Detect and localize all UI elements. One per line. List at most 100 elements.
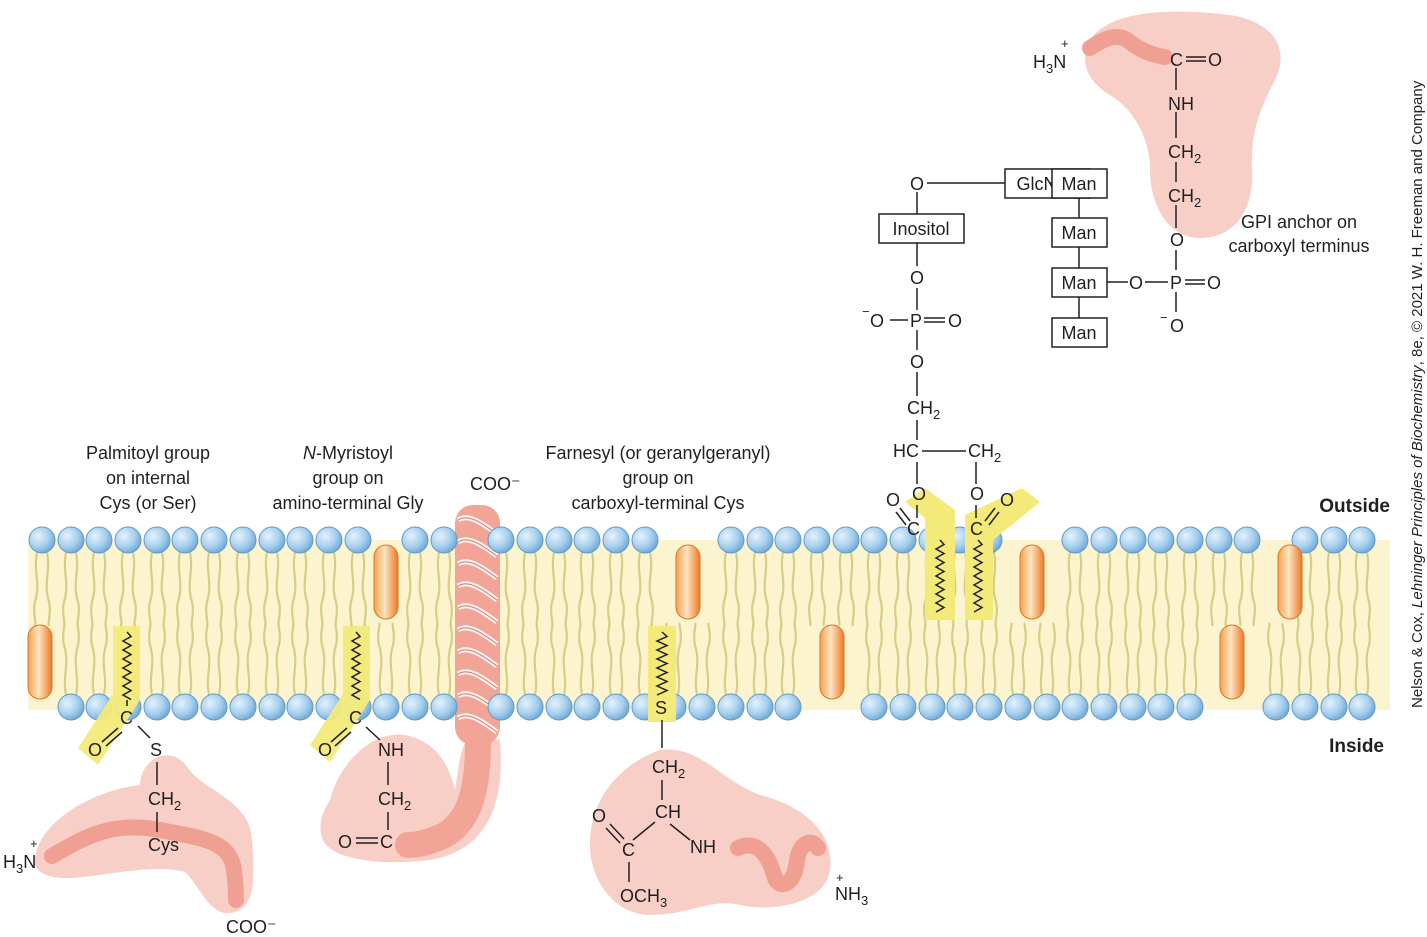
- tail-bottom: [102, 622, 109, 696]
- tail-top: [319, 551, 326, 627]
- svg-text:on internal: on internal: [106, 468, 190, 488]
- palmitoyl-o: O: [88, 740, 102, 760]
- tail-bottom: [676, 622, 683, 696]
- inside-label: Inside: [1329, 736, 1384, 757]
- tail-bottom: [275, 622, 282, 696]
- tail-top: [332, 551, 339, 627]
- tail-top: [1164, 551, 1171, 627]
- tail-top: [1094, 551, 1101, 627]
- headgroup-bottom: [487, 693, 515, 721]
- tail-bottom: [160, 622, 167, 696]
- gpi-o-minus-2: O: [1170, 316, 1184, 336]
- tail-bottom: [147, 622, 154, 696]
- tail-top: [533, 551, 540, 627]
- tail-top: [750, 551, 757, 627]
- tail-top: [590, 551, 597, 627]
- tail-top: [348, 551, 355, 627]
- myristoyl-c: C: [349, 708, 362, 728]
- gpi-o-amide: O: [1208, 50, 1222, 70]
- headgroup-bottom: [372, 693, 400, 721]
- tail-bottom: [1123, 622, 1130, 696]
- man-label-2: Man: [1061, 223, 1096, 243]
- tail-top: [61, 551, 68, 627]
- tail-top: [1237, 551, 1244, 627]
- gpi-n-terminus: H3N: [1033, 52, 1066, 76]
- tail-bottom: [246, 622, 253, 696]
- tail-top: [992, 551, 999, 627]
- farnesyl-ch: CH: [655, 802, 681, 822]
- tail-top: [275, 551, 282, 627]
- headgroup-bottom: [286, 693, 314, 721]
- tail-bottom: [405, 622, 412, 696]
- svg-text:group on: group on: [312, 468, 383, 488]
- headgroup-top: [85, 526, 113, 554]
- tail-top: [1107, 551, 1114, 627]
- tail-top: [893, 551, 900, 627]
- tail-top: [791, 551, 798, 627]
- tail-bottom: [290, 622, 297, 696]
- tail-bottom: [893, 622, 900, 696]
- tail-bottom: [1295, 622, 1302, 696]
- gpi-o-minus-1: O: [870, 311, 884, 331]
- tail-bottom: [533, 622, 540, 696]
- tail-bottom: [778, 622, 785, 696]
- gpi-p-2: P: [1170, 273, 1182, 293]
- tail-bottom: [1050, 622, 1057, 696]
- tail-top: [1352, 551, 1359, 627]
- headgroup-top: [1320, 526, 1348, 554]
- tail-bottom: [606, 622, 613, 696]
- tail-top: [549, 551, 556, 627]
- headgroup-bottom: [774, 693, 802, 721]
- gpi-structure: O O C C O O HC CH2 CH2 O P O − O O Inosi…: [862, 36, 1222, 539]
- tail-bottom: [1308, 622, 1315, 696]
- palmitoyl-chain: [121, 631, 133, 701]
- tail-top: [864, 551, 871, 627]
- tail-top: [118, 551, 125, 627]
- gpi-o-man-p: O: [1129, 273, 1143, 293]
- svg-text:Palmitoyl group: Palmitoyl group: [86, 443, 210, 463]
- tail-bottom: [434, 622, 441, 696]
- tail-bottom: [877, 622, 884, 696]
- helix-turn-edge: [457, 671, 498, 689]
- tail-bottom: [1107, 622, 1114, 696]
- headgroup-bottom: [717, 693, 745, 721]
- tail-bottom: [635, 622, 642, 696]
- helix-turn-edge: [457, 649, 498, 667]
- headgroup-bottom: [1320, 693, 1348, 721]
- headgroup-bottom: [1291, 693, 1319, 721]
- embedded-protein: [1277, 544, 1303, 620]
- tail-top: [721, 551, 728, 627]
- headgroup-top: [344, 526, 372, 554]
- tail-bottom: [922, 622, 929, 696]
- tail-top: [1123, 551, 1130, 627]
- tail-bottom: [418, 622, 425, 696]
- tail-top: [131, 551, 138, 627]
- tail-bottom: [1008, 622, 1015, 696]
- tail-top: [89, 551, 96, 627]
- headgroup-top: [1061, 526, 1089, 554]
- inositol-box: [878, 213, 965, 244]
- tail-top: [361, 551, 368, 627]
- gpi-o-phosphate-low: O: [910, 352, 924, 372]
- embedded-protein: [1219, 624, 1245, 700]
- man-label-1: Man: [1061, 174, 1096, 194]
- tail-bottom: [619, 622, 626, 696]
- headgroup-top: [832, 526, 860, 554]
- headgroup-top: [229, 526, 257, 554]
- tail-bottom: [1151, 622, 1158, 696]
- farnesyl-c: C: [622, 840, 635, 860]
- tail-bottom: [74, 622, 81, 696]
- tail-top: [648, 551, 655, 627]
- tail-top: [577, 551, 584, 627]
- man-box-4: [1051, 317, 1108, 348]
- gpi-o-glcnac: O: [910, 174, 924, 194]
- tail-top: [619, 551, 626, 627]
- myristoyl-o2: O: [338, 832, 352, 852]
- gpi-o-ester-left: O: [912, 484, 926, 504]
- headgroup-top: [573, 526, 601, 554]
- tail-bottom: [864, 622, 871, 696]
- tail-top: [434, 551, 441, 627]
- caption-myristoyl: N-Myristoyl group on amino-terminal Gly: [272, 443, 423, 513]
- tail-top: [520, 551, 527, 627]
- svg-text:+: +: [30, 836, 38, 851]
